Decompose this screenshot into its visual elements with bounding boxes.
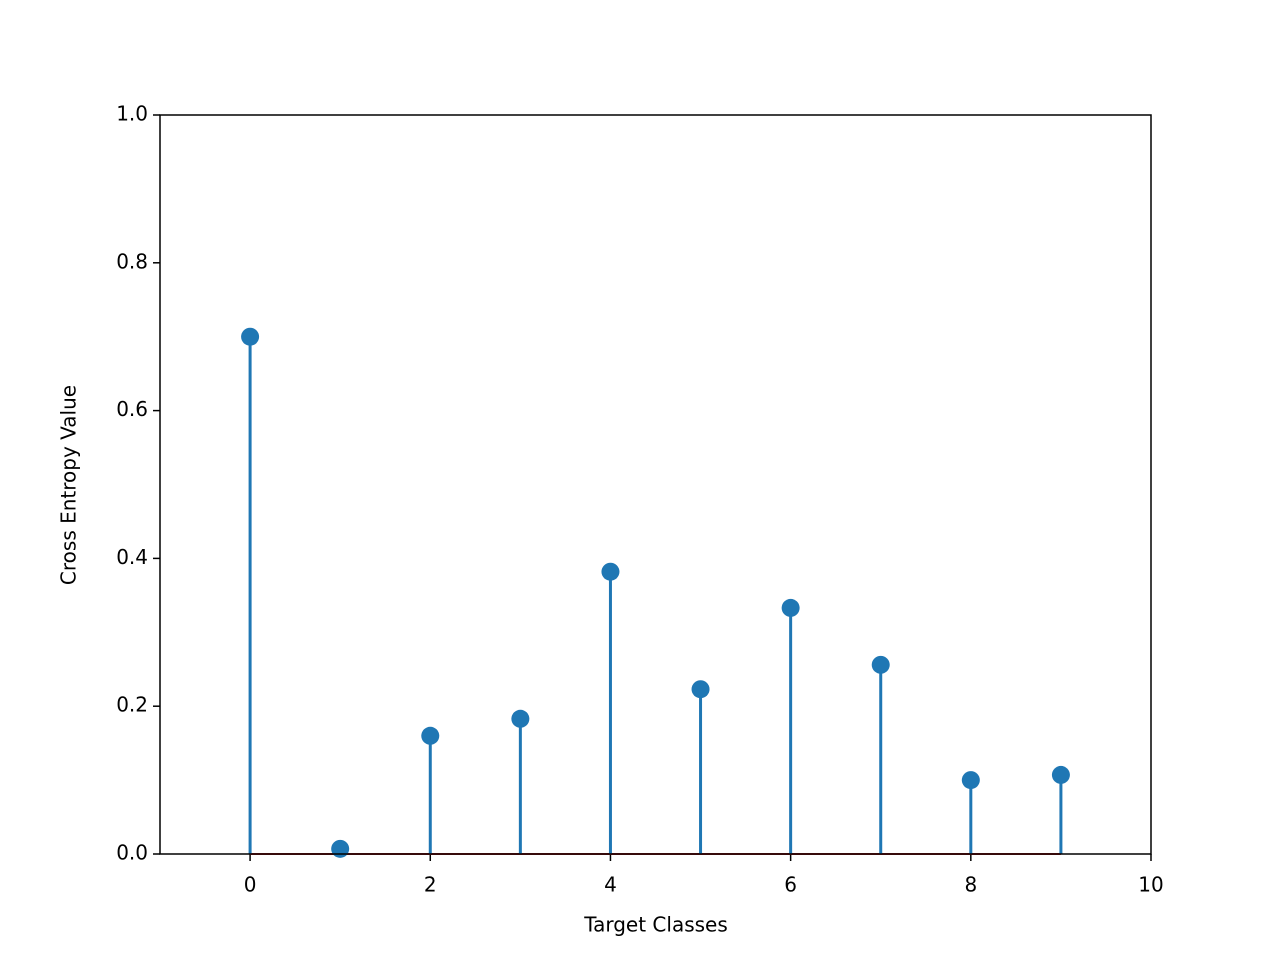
y-tick-label: 0.0 <box>116 841 148 865</box>
plot-frame <box>159 114 1152 855</box>
stem-marker <box>331 839 350 858</box>
y-tick-label: 1.0 <box>116 102 148 126</box>
x-tick-label: 10 <box>1138 873 1163 897</box>
stem-marker <box>601 562 620 581</box>
y-tick-label: 0.8 <box>116 249 148 273</box>
stem-marker <box>241 327 260 346</box>
x-tick-label: 0 <box>244 873 257 897</box>
stem-marker <box>961 771 980 790</box>
stem-marker <box>781 598 800 617</box>
stem-marker <box>511 709 530 728</box>
x-axis-label: Target Classes <box>583 913 728 937</box>
stem-marker <box>421 726 440 745</box>
y-tick-label: 0.4 <box>116 545 148 569</box>
x-tick-label: 8 <box>964 873 977 897</box>
x-tick-label: 4 <box>604 873 617 897</box>
x-tick-label: 6 <box>784 873 797 897</box>
x-tick-label: 2 <box>424 873 437 897</box>
stem-marker <box>871 655 890 674</box>
stem-marker <box>1051 765 1070 784</box>
y-tick-label: 0.6 <box>116 397 148 421</box>
y-axis-label: Cross Entropy Value <box>57 385 81 585</box>
stem-marker <box>691 680 710 699</box>
y-tick-label: 0.2 <box>116 693 148 717</box>
